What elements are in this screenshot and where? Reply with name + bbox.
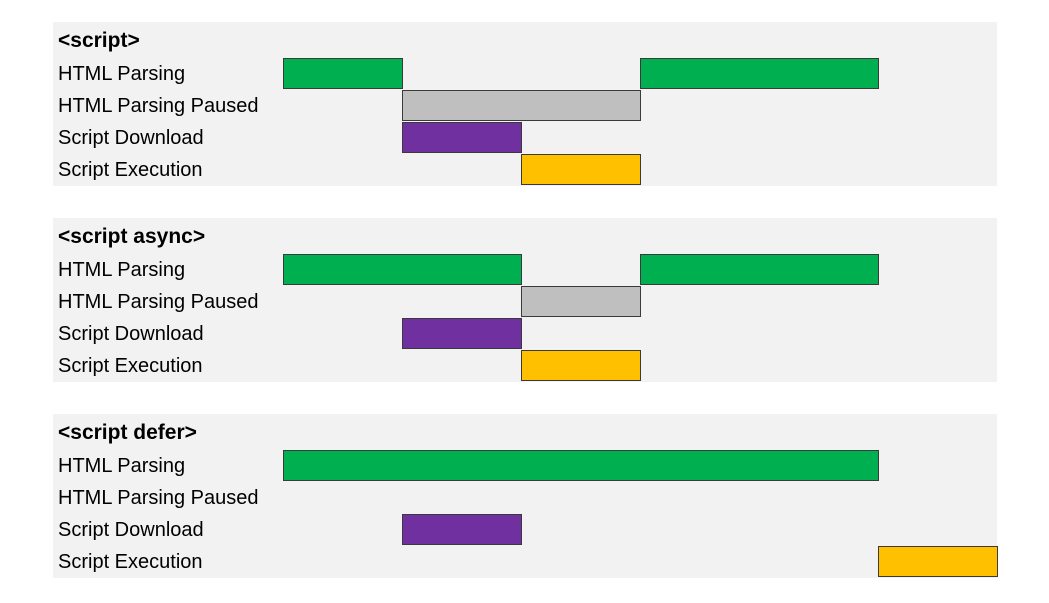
panel-script-defer: <script defer> HTML Parsing HTML Parsing … bbox=[53, 414, 998, 578]
bar-download bbox=[402, 318, 522, 349]
row-label-execution: Script Execution bbox=[58, 159, 203, 181]
panel-title: <script> bbox=[58, 29, 140, 52]
panel-title: <script async> bbox=[58, 225, 206, 248]
panel-script-async: <script async> HTML Parsing HTML Parsing … bbox=[53, 218, 997, 382]
row-label-download: Script Download bbox=[58, 127, 204, 149]
row-label-download: Script Download bbox=[58, 323, 204, 345]
row-label-download: Script Download bbox=[58, 519, 204, 541]
bar-html-parsing bbox=[283, 58, 403, 89]
row-label-html-parsing: HTML Parsing bbox=[58, 259, 186, 281]
row-label-execution: Script Execution bbox=[58, 355, 203, 377]
bar-html-parsing bbox=[283, 254, 522, 285]
bar-paused bbox=[402, 90, 641, 121]
bar-html-parsing bbox=[283, 450, 879, 481]
bar-download bbox=[402, 514, 522, 545]
bar-execution bbox=[521, 154, 641, 185]
bar-html-parsing bbox=[640, 58, 879, 89]
bar-execution bbox=[521, 350, 641, 381]
bar-download bbox=[402, 122, 522, 153]
bar-paused bbox=[521, 286, 641, 317]
row-label-html-parsing: HTML Parsing bbox=[58, 455, 186, 477]
row-label-paused: HTML Parsing Paused bbox=[58, 487, 259, 509]
panel-title: <script defer> bbox=[58, 421, 197, 444]
row-label-html-parsing: HTML Parsing bbox=[58, 63, 186, 85]
row-label-execution: Script Execution bbox=[58, 551, 203, 573]
row-label-paused: HTML Parsing Paused bbox=[58, 95, 259, 117]
bar-execution bbox=[878, 546, 998, 577]
panel-script: <script> HTML Parsing HTML Parsing Paused… bbox=[53, 22, 997, 186]
row-label-paused: HTML Parsing Paused bbox=[58, 291, 259, 313]
bar-html-parsing bbox=[640, 254, 879, 285]
